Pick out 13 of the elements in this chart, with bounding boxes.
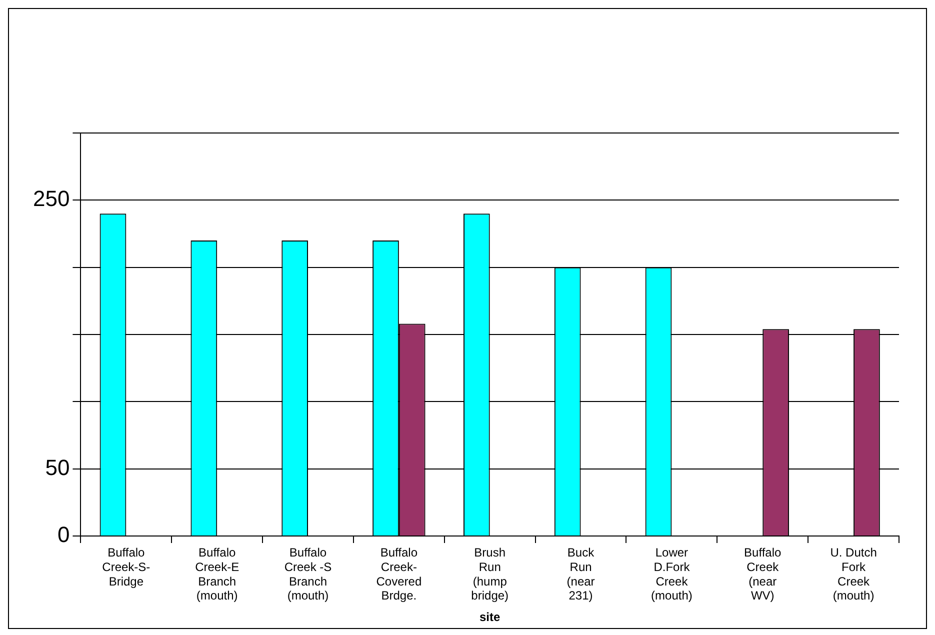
- x-axis-title: site: [480, 610, 501, 624]
- x-tick-label: Buffalo Creek -S Branch (mouth): [284, 546, 332, 603]
- y-tick-label: 0: [57, 522, 70, 548]
- y-tick-label: 250: [32, 186, 70, 212]
- x-tick-label: Buck Run (near 231): [566, 546, 596, 603]
- x-tick-label: Lower D.Fork Creek (mouth): [651, 546, 692, 603]
- y-tick-label: 50: [45, 454, 70, 480]
- x-tick-label: Buffalo Creek- Covered Brdge.: [376, 546, 422, 603]
- x-tick-label: Buffalo Creek (near WV): [744, 546, 782, 603]
- x-tick-label: Buffalo Creek-E Branch (mouth): [195, 546, 240, 603]
- x-tick-label: U. Dutch Fork Creek (mouth): [830, 546, 877, 603]
- x-tick-label: Brush Run (hump bridge): [471, 546, 509, 603]
- x-tick-label: Buffalo Creek-S- Bridge: [102, 546, 150, 588]
